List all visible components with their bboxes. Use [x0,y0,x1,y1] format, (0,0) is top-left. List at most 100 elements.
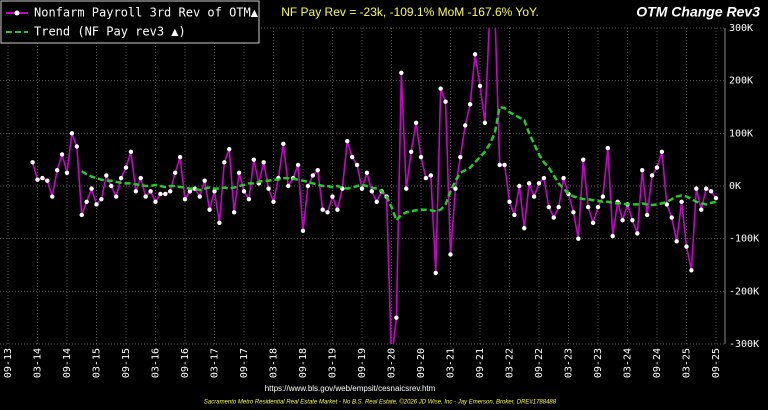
data-point [605,145,611,151]
data-point [679,199,684,204]
data-point [600,194,606,199]
data-point [369,189,375,194]
data-point [94,202,99,207]
data-point [674,239,679,244]
data-point [467,102,473,107]
data-point [536,181,542,186]
data-point [448,252,453,257]
data-point [458,154,463,160]
data-point [300,228,306,233]
data-point [610,233,615,239]
data-point [310,173,316,178]
data-point [694,186,699,191]
footer: Sacramento Metro Residential Real Estate… [204,399,557,406]
data-point [69,131,75,136]
plot-area [30,28,719,344]
data-point [241,189,247,194]
legend-label: Nonfarm Payroll 3rd Rev of OTM▲ [34,6,259,20]
data-point [99,196,104,202]
x-tick-label: 09-21 [475,348,486,378]
data-point [669,215,674,220]
chart-subtitle: NF Pay Rev = -23k, -109.1% MoM -167.6% Y… [281,5,539,19]
data-point [74,144,80,149]
data-point [79,212,84,218]
data-point [45,178,50,183]
data-point [399,70,404,75]
data-point [163,191,168,197]
x-tick-label: 03-19 [328,348,339,378]
data-point [640,168,645,173]
x-tick-label: 03-24 [623,348,634,378]
data-point [177,154,183,160]
data-point [453,186,458,191]
x-tick-label: 03-23 [564,348,575,378]
data-point [227,146,232,152]
data-point [556,204,561,210]
data-point [703,186,709,191]
data-point [713,195,719,201]
x-tick-label: 03-22 [505,348,516,378]
data-point [168,189,173,194]
y-tick-label: 100K [729,128,753,139]
data-point [512,212,517,218]
data-point [118,175,124,181]
x-tick-label: 09-13 [3,348,14,378]
data-point [54,168,60,173]
data-point [320,207,325,212]
data-point [433,270,438,276]
data-point [59,152,65,157]
x-tick-label: 09-25 [711,348,722,378]
x-tick-label: 09-16 [180,348,191,378]
data-point [133,189,139,194]
data-point [305,183,311,189]
data-point [585,204,591,210]
data-point [335,207,340,212]
data-point [315,168,320,173]
data-point [428,173,434,178]
data-point [394,315,399,320]
data-point [443,99,448,104]
x-tick-label: 03-17 [210,348,221,378]
data-point [246,196,252,202]
data-point [128,149,134,154]
legend-label: Trend (NF Pay rev3 ▲) [34,25,186,39]
data-point [507,199,512,204]
data-point [50,194,55,199]
data-point [413,120,419,126]
source: https://www.bls.gov/web/empsit/cesnaicsr… [265,384,436,393]
data-point [635,231,640,236]
data-point [271,199,276,204]
data-point [423,175,429,181]
data-point [187,189,193,194]
data-point [418,154,424,160]
data-point [522,225,527,231]
data-point [64,170,70,176]
data-point [109,183,114,189]
x-tick-label: 03-21 [446,348,457,378]
data-point [295,162,301,168]
data-point [472,52,478,57]
x-tick-label: 09-14 [62,348,73,378]
y-tick-label: -200K [729,286,759,297]
data-point [689,268,694,273]
y-tick-label: 0K [729,181,741,192]
data-point [561,175,566,181]
data-point [222,160,227,165]
data-point [477,83,483,89]
y-tick-label: 200K [729,76,753,87]
legend-marker [14,10,20,16]
x-tick-label: 09-17 [239,348,250,378]
data-point [35,177,40,182]
y-tick-label: -100K [729,234,759,245]
data-point [202,178,207,183]
x-tick-label: 09-24 [652,348,663,378]
series-line [81,105,717,223]
data-point [236,170,242,176]
x-tick-label: 03-25 [682,348,693,378]
data-point [40,175,45,181]
data-point [438,86,443,91]
x-tick-label: 09-18 [298,348,309,378]
x-tick-label: 09-15 [121,348,132,378]
data-point [551,215,556,220]
